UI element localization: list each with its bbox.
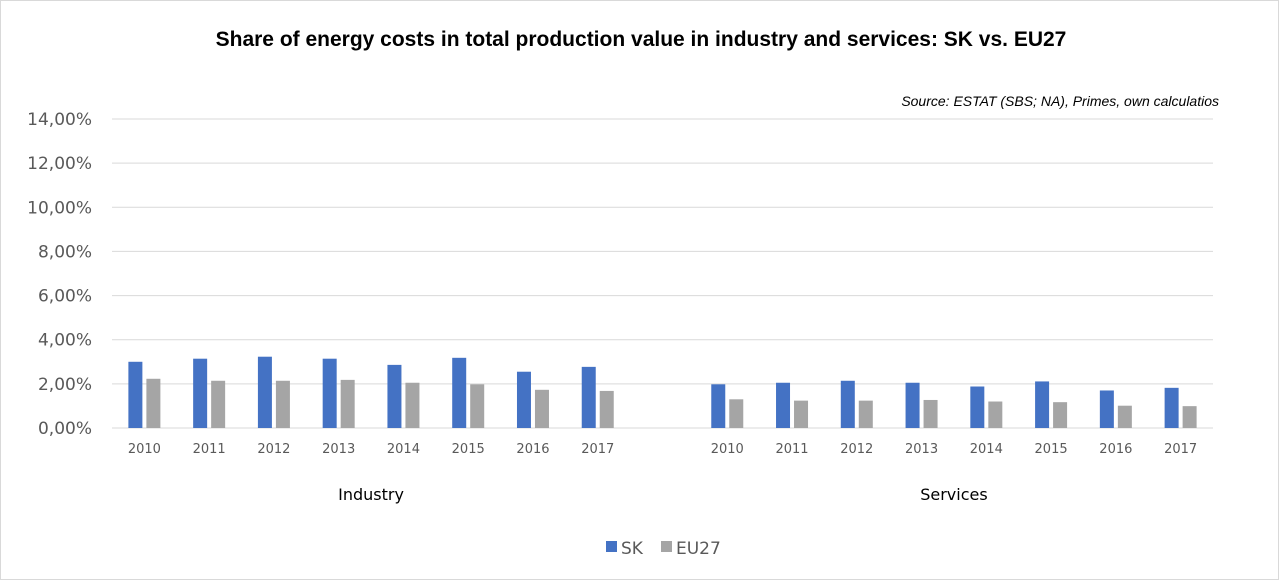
bar-services-eu27-2012 [858,400,873,428]
bar-industry-eu27-2010 [146,378,161,428]
bar-industry-sk-2013 [322,358,337,428]
bar-services-sk-2016 [1099,390,1114,428]
bar-services-sk-2015 [1035,381,1050,428]
bar-industry-eu27-2011 [211,380,226,428]
bar-services-sk-2011 [776,382,791,428]
x-tick-label: 2017 [1164,442,1197,457]
bar-services-eu27-2010 [729,399,744,428]
y-tick-label: 14,00% [27,110,92,130]
x-tick-label: 2010 [128,442,161,457]
x-tick-label: 2015 [452,442,485,457]
bar-services-sk-2013 [905,382,920,428]
bar-services-eu27-2011 [794,400,809,428]
x-tick-label: 2010 [711,442,744,457]
source-note: Source: ESTAT (SBS; NA), Primes, own cal… [901,93,1219,109]
x-tick-label: 2016 [516,442,549,457]
y-axis: 0,00% 2,00% 4,00% 6,00% 8,00% 10,00% 12,00% 14,… [27,110,92,439]
bars [128,356,1197,428]
bar-industry-sk-2010 [128,361,143,428]
legend-swatch-eu27 [661,541,672,552]
y-tick-label: 2,00% [38,375,92,395]
y-tick-label: 8,00% [38,242,92,262]
group-label-services: Services [920,485,987,504]
bar-industry-sk-2014 [387,364,402,428]
x-tick-label: 2011 [775,442,808,457]
legend-swatch-sk [606,541,617,552]
legend-label-sk: SK [621,539,644,559]
x-tick-label: 2013 [905,442,938,457]
bar-services-eu27-2017 [1182,406,1197,428]
x-axis: 2010 2011 2012 2013 2014 2015 2016 2017 Industry… [128,442,1197,504]
bar-services-sk-2017 [1164,387,1179,428]
bar-services-sk-2010 [711,384,726,428]
x-tick-label: 2014 [387,442,420,457]
y-tick-label: 10,00% [27,198,92,218]
x-tick-label: 2011 [193,442,226,457]
bar-industry-sk-2015 [452,357,467,428]
x-tick-label: 2014 [970,442,1003,457]
bar-services-eu27-2013 [923,399,938,428]
bar-industry-eu27-2013 [340,379,355,428]
bar-industry-sk-2017 [581,366,596,428]
bar-industry-eu27-2017 [599,390,614,428]
bar-services-eu27-2015 [1053,402,1068,428]
bar-industry-eu27-2015 [470,384,485,428]
y-tick-label: 4,00% [38,331,92,351]
bar-industry-eu27-2014 [405,382,420,428]
x-tick-label: 2012 [257,442,290,457]
legend-label-eu27: EU27 [676,539,721,559]
x-tick-label: 2016 [1099,442,1132,457]
x-tick-label: 2013 [322,442,355,457]
chart-title: Share of energy costs in total productio… [215,28,1067,51]
y-tick-label: 12,00% [27,154,92,174]
x-tick-label: 2012 [840,442,873,457]
bar-services-eu27-2014 [988,401,1003,428]
bar-industry-sk-2016 [516,371,531,428]
bar-services-eu27-2016 [1117,405,1132,428]
bar-services-sk-2014 [970,386,985,428]
y-tick-label: 0,00% [38,419,92,439]
legend: SK EU27 [606,539,721,559]
bar-industry-eu27-2016 [534,389,549,428]
bar-industry-sk-2012 [257,356,272,428]
bar-industry-sk-2011 [193,358,208,428]
group-label-industry: Industry [338,485,404,504]
x-tick-label: 2017 [581,442,614,457]
y-tick-label: 6,00% [38,287,92,307]
x-tick-label: 2015 [1035,442,1068,457]
bar-services-sk-2012 [840,380,855,428]
bar-industry-eu27-2012 [275,380,290,428]
gridlines [112,118,1213,429]
